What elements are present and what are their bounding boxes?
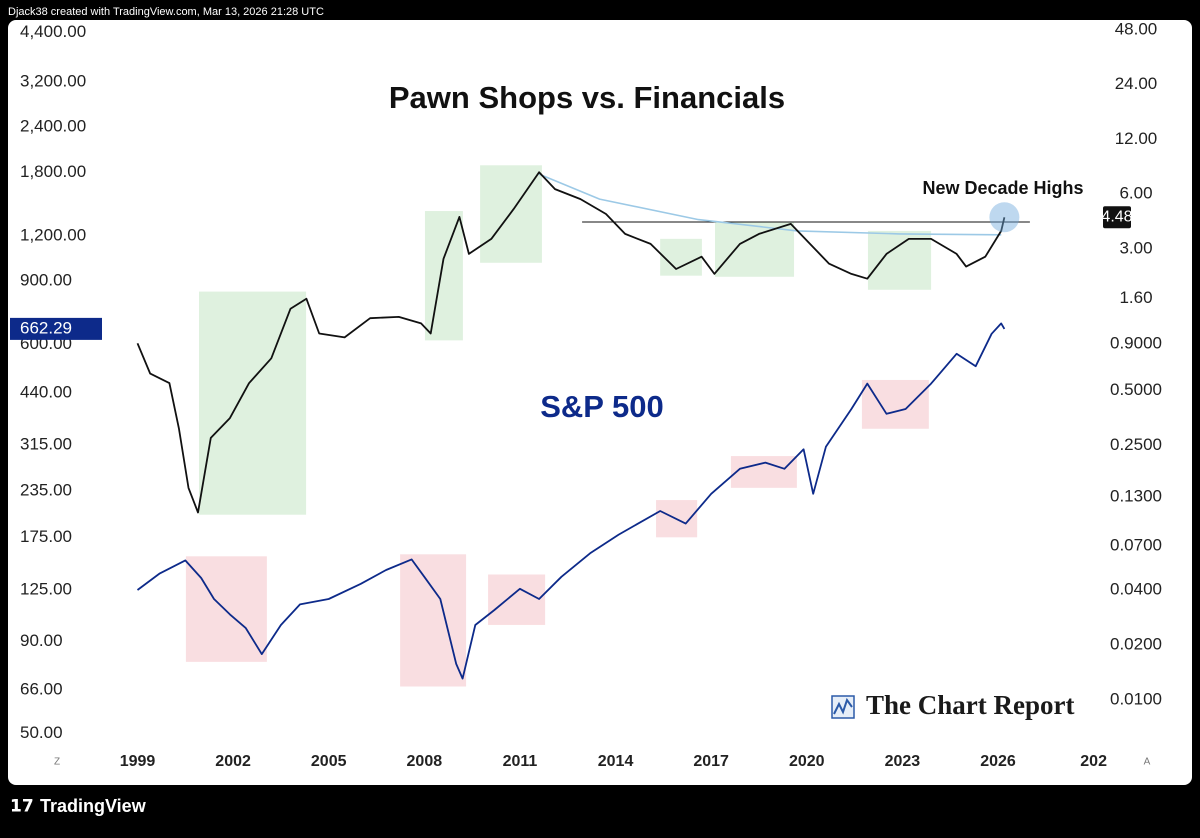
series-label: S&P 500 [540, 389, 664, 424]
y2-tick-label: 12.00 [1115, 129, 1158, 148]
highlight-region [714, 222, 795, 277]
y-tick-label: 3,200.00 [20, 72, 86, 91]
y-tick-label: 440.00 [20, 382, 72, 401]
y-tick-label: 175.00 [20, 527, 72, 546]
chart-panel [8, 20, 1192, 785]
y2-tick-label: 0.0700 [1110, 535, 1162, 554]
last-price-box [10, 317, 102, 340]
y-tick-label: 4,400.00 [20, 22, 86, 41]
y2-tick-label: 3.00 [1119, 238, 1152, 257]
y2-tick-label: 0.0200 [1110, 635, 1162, 654]
x-tick-label: 2002 [215, 753, 251, 770]
x-tick-label: 2008 [407, 753, 443, 770]
y2-tick-label: 0.1300 [1110, 487, 1162, 506]
log-button[interactable]: Z [54, 757, 60, 768]
highlight-region [424, 211, 463, 341]
watermark-logo [831, 695, 855, 719]
last-price-box [1103, 206, 1131, 229]
y-tick-label: 235.00 [20, 481, 72, 500]
y-tick-label: 50.00 [20, 723, 63, 742]
x-tick-label: 2026 [980, 753, 1016, 770]
y2-tick-label: 6.00 [1119, 184, 1152, 203]
y-tick-label: 2,400.00 [20, 117, 86, 136]
chart-title: Pawn Shops vs. Financials [389, 80, 785, 115]
y2-tick-label: 0.2500 [1110, 435, 1162, 454]
y-tick-label: 315.00 [20, 435, 72, 454]
series-line [538, 173, 1002, 236]
y-tick-label: 1,200.00 [20, 225, 86, 244]
highlight-region [488, 574, 546, 625]
y-tick-label: 125.00 [20, 579, 72, 598]
highlight-region [660, 238, 702, 276]
y2-tick-label: 0.0400 [1110, 580, 1162, 599]
y2-tick-label: 1.60 [1119, 288, 1152, 307]
auto-button[interactable]: A [1144, 757, 1151, 768]
last-price-label: 4.48 [1101, 209, 1132, 226]
series-line [136, 322, 1006, 680]
x-tick-label: 2017 [693, 753, 729, 770]
highlight-region [198, 291, 307, 515]
y2-tick-label: 0.0100 [1110, 689, 1162, 708]
highlight-region [400, 554, 467, 687]
y-tick-label: 1,800.00 [20, 162, 86, 181]
highlight-region [861, 379, 929, 429]
header-text: Djack38 created with TradingView.com, Ma… [8, 6, 324, 18]
x-tick-label: 2014 [598, 753, 634, 770]
x-tick-label: 2011 [503, 753, 538, 770]
y-tick-label: 66.00 [20, 680, 63, 699]
series-line [136, 171, 1006, 514]
y2-tick-label: 0.5000 [1110, 380, 1162, 399]
y-tick-label: 900.00 [20, 270, 72, 289]
highlight-region [185, 556, 267, 662]
y2-tick-label: 24.00 [1115, 74, 1158, 93]
y2-tick-label: 0.9000 [1110, 334, 1162, 353]
footer-logo: 𝟭𝟳 [10, 796, 34, 815]
annotation: New Decade Highs [922, 178, 1083, 198]
x-tick-label: 2023 [885, 753, 921, 770]
footer-brand: TradingView [40, 796, 147, 816]
highlight-circle [989, 202, 1020, 233]
highlight-region [730, 456, 797, 488]
watermark: The Chart Report [866, 690, 1074, 720]
y-tick-label: 90.00 [20, 631, 63, 650]
x-tick-label: 2020 [789, 753, 825, 770]
highlight-region [867, 230, 932, 290]
y2-tick-label: 48.00 [1115, 19, 1158, 38]
last-price-label: 662.29 [20, 318, 72, 337]
x-tick-label: 1999 [120, 753, 156, 770]
x-tick-label: 202 [1080, 753, 1107, 770]
svg-text:𝟭𝟳: 𝟭𝟳 [10, 796, 34, 815]
x-tick-label: 2005 [311, 753, 347, 770]
